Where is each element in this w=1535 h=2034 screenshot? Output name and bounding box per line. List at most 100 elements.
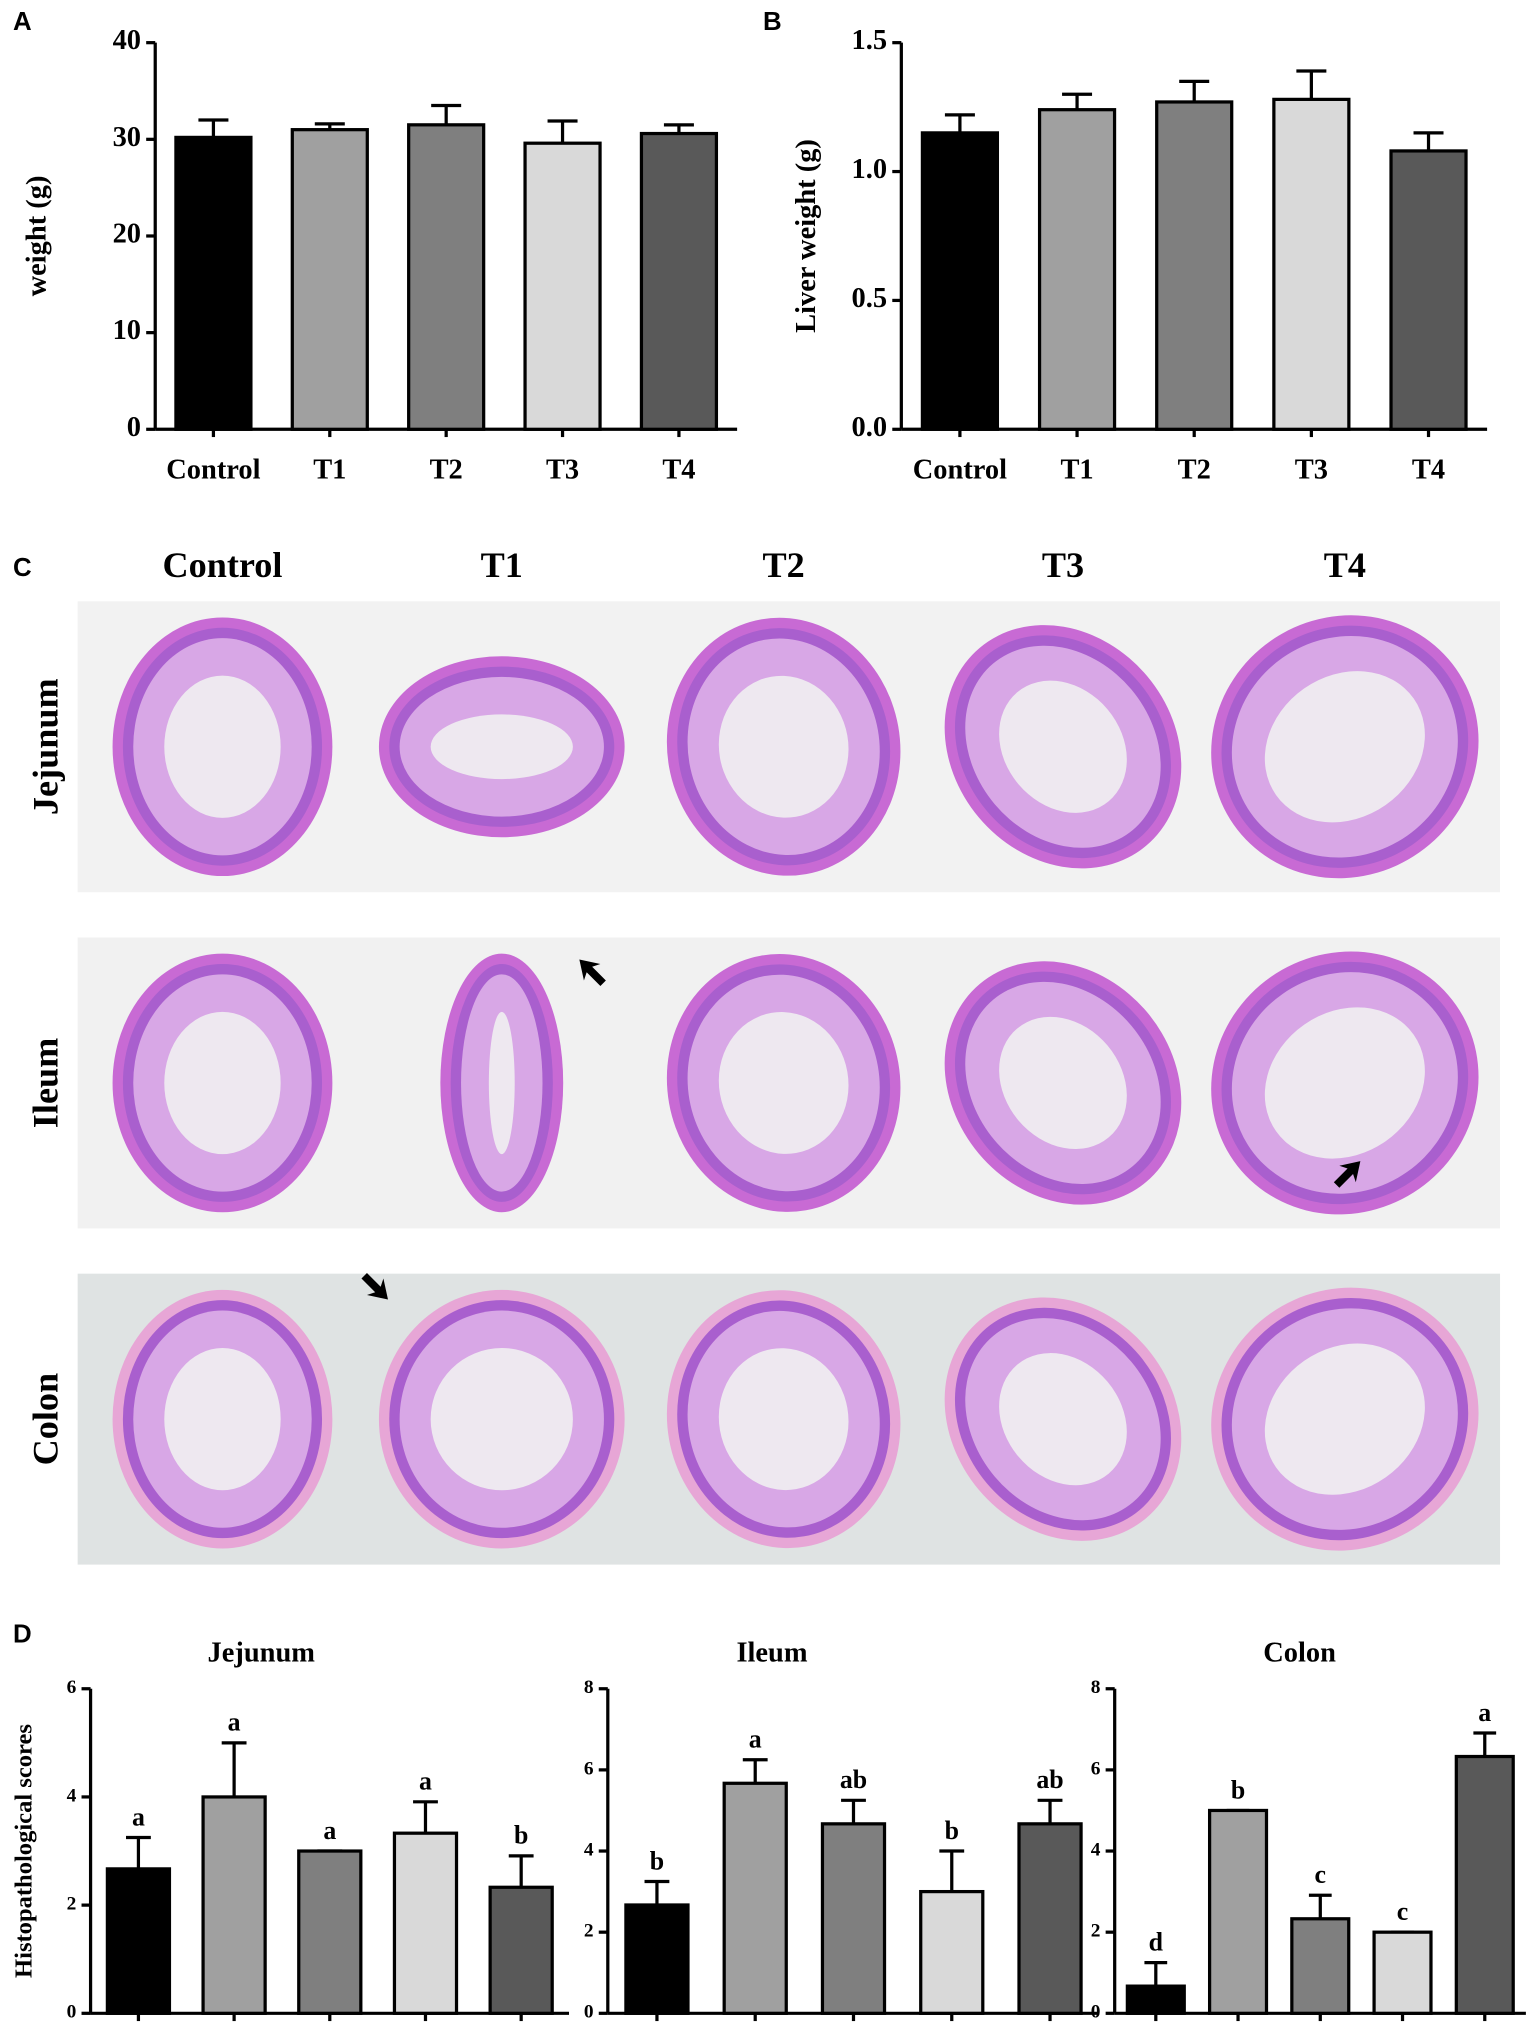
lumen: [718, 1012, 849, 1154]
y-tick-label: 30: [113, 122, 141, 153]
bar: [392, 1831, 459, 2015]
significance-label: b: [1231, 1775, 1245, 1804]
micrograph: [440, 953, 564, 1213]
y-tick-label: 20: [113, 219, 141, 250]
y-axis-label: weight (g): [21, 176, 52, 297]
significance-label: ab: [840, 1765, 867, 1794]
y-tick-label: 1.0: [852, 154, 888, 185]
bar: [920, 131, 1000, 431]
lumen: [718, 1348, 849, 1491]
micrograph: [666, 617, 901, 876]
significance-label: b: [650, 1846, 664, 1875]
y-tick-label: 2: [584, 1921, 594, 1942]
y-tick-label: 1.5: [852, 25, 888, 56]
column-label: T2: [763, 545, 805, 585]
micrograph: [378, 656, 625, 838]
bar: [1125, 1984, 1186, 2015]
bar: [919, 1889, 985, 2015]
lumen: [430, 1348, 573, 1491]
bar: [639, 131, 719, 431]
y-tick-label: 0: [584, 2002, 594, 2023]
bar: [1290, 1917, 1351, 2015]
micrograph: [112, 1289, 333, 1549]
panel-letter: D: [13, 1621, 32, 1649]
micrograph: [112, 617, 333, 877]
micrograph: [944, 625, 1182, 869]
bar: [523, 141, 602, 431]
bar: [297, 1849, 363, 2015]
lumen: [488, 1011, 515, 1155]
significance-label: d: [1149, 1927, 1164, 1956]
micrograph: [944, 961, 1182, 1205]
x-tick-label: T2: [430, 455, 463, 486]
row-label: Ileum: [26, 1038, 66, 1128]
bar: [820, 1822, 887, 2015]
significance-label: c: [1397, 1897, 1408, 1926]
lumen: [430, 714, 573, 780]
lumen: [164, 675, 281, 818]
panel-letter: C: [13, 554, 32, 582]
column-label: T4: [1324, 545, 1366, 585]
y-tick-label: 40: [113, 25, 141, 56]
micrograph: [666, 954, 901, 1212]
y-axis-label: Histopathological scores: [11, 1724, 38, 1978]
significance-label: a: [323, 1816, 336, 1845]
bar: [290, 128, 369, 431]
x-tick-label: T3: [1295, 455, 1328, 486]
lumen: [718, 675, 849, 818]
x-tick-label: T4: [662, 455, 695, 486]
chart-title: Jejunum: [208, 1638, 316, 1669]
y-tick-label: 0.0: [852, 412, 888, 443]
bar: [1454, 1754, 1515, 2015]
lumen: [164, 1348, 281, 1491]
bar: [105, 1867, 172, 2015]
significance-label: a: [228, 1708, 241, 1737]
arrow: [1333, 1161, 1361, 1188]
significance-label: a: [1478, 1698, 1491, 1727]
significance-label: b: [945, 1816, 959, 1845]
y-tick-label: 0: [127, 412, 141, 443]
bar: [1037, 108, 1117, 431]
bar: [1372, 1930, 1433, 2015]
y-tick-label: 2: [1091, 1921, 1101, 1942]
significance-label: a: [132, 1802, 145, 1831]
y-tick-label: 4: [584, 1839, 594, 1860]
bar: [1155, 100, 1234, 431]
lumen: [1264, 1007, 1425, 1159]
column-label: Control: [162, 545, 282, 585]
column-label: T1: [481, 545, 523, 585]
micrograph: [1211, 951, 1479, 1215]
micrograph: [378, 1289, 625, 1549]
x-tick-label: T3: [546, 455, 579, 486]
lumen: [164, 1011, 281, 1155]
y-tick-label: 4: [1091, 1839, 1101, 1860]
lumen: [999, 1016, 1127, 1150]
micrograph: [1211, 1287, 1479, 1551]
column-label: T3: [1042, 545, 1084, 585]
micrograph: [1211, 615, 1479, 879]
arrow: [579, 959, 606, 986]
significance-label: a: [749, 1725, 762, 1754]
micrograph: [112, 953, 333, 1213]
bar: [624, 1903, 690, 2015]
arrow: [361, 1273, 388, 1300]
bar: [1272, 97, 1351, 431]
bar: [1389, 149, 1468, 431]
bar: [1207, 1808, 1269, 2015]
bar: [488, 1885, 554, 2015]
lumen: [1264, 1343, 1425, 1495]
y-tick-label: 0: [67, 2002, 77, 2023]
significance-label: b: [514, 1821, 528, 1850]
x-tick-label: T4: [1412, 455, 1445, 486]
lumen: [999, 680, 1127, 813]
y-tick-label: 4: [67, 1785, 77, 1806]
panel-letter: B: [763, 8, 782, 36]
lumen: [999, 1353, 1127, 1486]
chart-title: Ileum: [736, 1638, 807, 1669]
y-tick-label: 8: [584, 1677, 594, 1698]
chart-title: Colon: [1263, 1638, 1336, 1669]
significance-label: c: [1315, 1860, 1326, 1889]
bar: [174, 135, 253, 431]
bar: [201, 1795, 267, 2015]
